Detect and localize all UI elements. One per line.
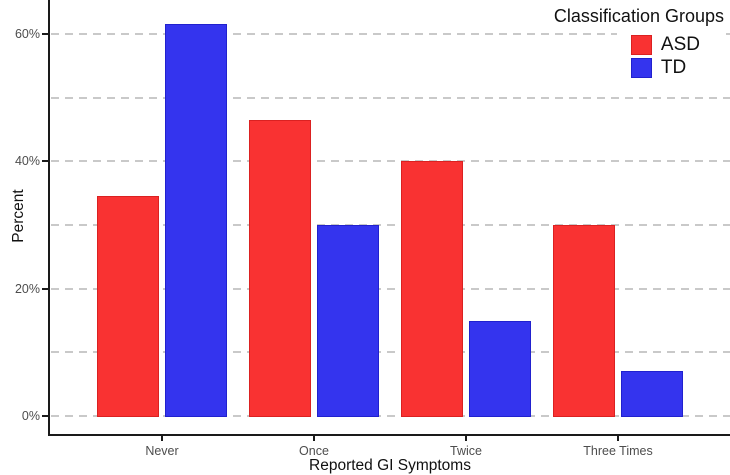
gridline-40pct — [51, 160, 730, 163]
gridline-30pct — [51, 224, 730, 227]
x-tick-label-3: Three Times — [583, 444, 653, 458]
x-axis-title: Reported GI Symptoms — [309, 457, 471, 474]
legend-swatch-td — [630, 57, 652, 78]
bar-td-once — [317, 225, 379, 417]
x-tick-0 — [161, 436, 163, 441]
gridline-50pct — [51, 96, 730, 99]
y-axis-title: Percent — [10, 189, 27, 243]
x-tick-2 — [465, 436, 467, 441]
gridline-0pct — [51, 415, 730, 417]
bar-asd-three-times — [553, 225, 615, 417]
legend-title: Classification Groups — [553, 6, 724, 26]
bar-td-twice — [469, 321, 531, 417]
legend-item-asd: ASD — [630, 34, 700, 55]
y-tick-0 — [42, 415, 48, 417]
bar-asd-never — [97, 196, 159, 417]
bar-asd-once — [249, 120, 311, 417]
legend-item-td: TD — [630, 57, 700, 78]
y-tick-label-60: 60% — [14, 27, 40, 42]
x-axis-line — [48, 434, 730, 436]
legend-label-td: TD — [660, 57, 687, 78]
y-tick-label-20: 20% — [14, 281, 40, 296]
bar-td-three-times — [621, 371, 683, 417]
x-tick-label-2: Twice — [450, 444, 482, 458]
y-tick-label-40: 40% — [14, 154, 40, 169]
x-tick-label-1: Once — [299, 444, 329, 458]
gridline-10pct — [51, 351, 730, 354]
x-tick-3 — [617, 436, 619, 441]
legend-label-asd: ASD — [660, 34, 700, 55]
bar-asd-twice — [401, 161, 463, 417]
y-tick-20 — [42, 287, 48, 290]
y-tick-40 — [42, 160, 48, 163]
x-tick-label-0: Never — [145, 444, 179, 458]
legend-swatch-asd — [630, 34, 652, 55]
bar-td-never — [165, 24, 227, 417]
legend-entries: ASD TD — [616, 29, 726, 82]
legend: Classification Groups ASD TD — [554, 2, 726, 82]
gridline-60pct — [51, 33, 730, 36]
gridline-20pct — [51, 287, 730, 290]
x-tick-1 — [313, 436, 315, 441]
y-axis-line — [48, 0, 50, 436]
y-tick-label-0: 0% — [21, 409, 40, 423]
y-tick-60 — [42, 33, 48, 36]
